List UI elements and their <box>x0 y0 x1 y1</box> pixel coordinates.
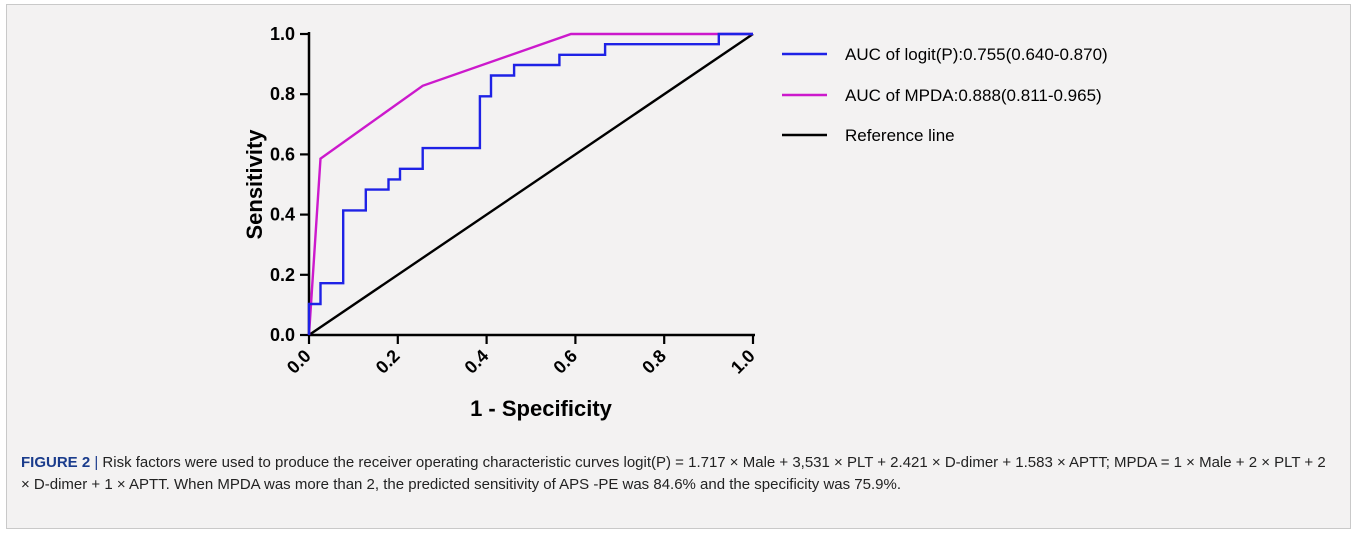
reference-line <box>308 33 754 336</box>
x-tick-label: 0.6 <box>549 346 581 378</box>
y-tick-label: 0.8 <box>270 84 295 104</box>
x-tick-label: 0.2 <box>372 346 404 378</box>
x-tick-label: 0.0 <box>283 346 315 378</box>
y-tick-label: 1.0 <box>270 24 295 44</box>
caption-separator: | <box>90 454 103 471</box>
x-tick-label: 0.4 <box>461 346 493 378</box>
y-tick-label: 0.6 <box>270 144 295 164</box>
figure-caption: FIGURE 2 | Risk factors were used to pro… <box>21 452 1336 496</box>
x-tick-label: 0.8 <box>638 346 670 378</box>
roc-chart-svg: 0.0 0.2 0.4 0.6 0.8 1.0 0.0 0.2 0.4 0.6 0.8 1.0 1 - … <box>242 24 1108 421</box>
x-axis-label: 1 - Specificity <box>470 396 613 421</box>
y-tick-label: 0.2 <box>270 265 295 285</box>
legend-label: AUC of logit(P):0.755(0.640-0.870) <box>845 45 1108 64</box>
roc-chart: 0.0 0.2 0.4 0.6 0.8 1.0 0.0 0.2 0.4 0.6 0.8 1.0 1 - … <box>7 5 1352 425</box>
x-tick-label: 1.0 <box>727 346 759 378</box>
caption-text: Risk factors were used to produce the re… <box>21 454 1326 493</box>
y-tick-label: 0.4 <box>270 205 295 225</box>
figure-label: FIGURE 2 <box>21 454 91 471</box>
y-tick-label: 0.0 <box>270 325 295 345</box>
mpda-roc-curve <box>307 32 753 336</box>
y-axis-label: Sensitivity <box>242 129 267 240</box>
legend-label: Reference line <box>845 126 955 145</box>
logit-roc-curve <box>307 32 753 335</box>
figure-panel: 0.0 0.2 0.4 0.6 0.8 1.0 0.0 0.2 0.4 0.6 0.8 1.0 1 - … <box>6 4 1351 529</box>
legend-label: AUC of MPDA:0.888(0.811-0.965) <box>845 86 1102 105</box>
